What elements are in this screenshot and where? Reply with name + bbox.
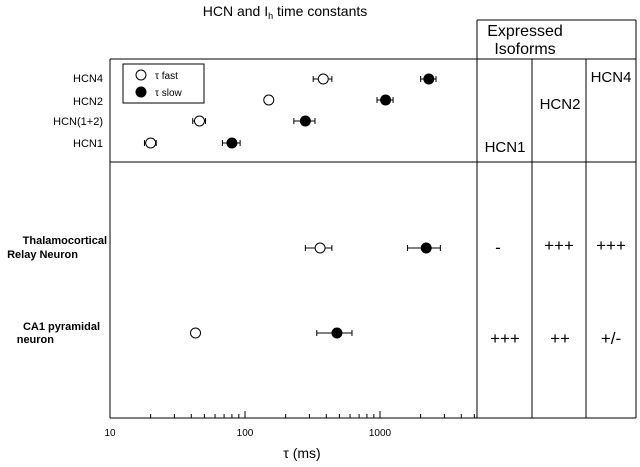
isoform-thal-hcn1: - — [495, 238, 501, 257]
isoform-col-hcn4: HCN4 — [591, 69, 632, 86]
y-label-hcn2: HCN2 — [73, 96, 103, 108]
isoform-thal-hcn4: +++ — [596, 236, 626, 255]
isoform-ca1-hcn4: +/- — [601, 329, 621, 348]
isoform-col-hcn1: HCN1 — [485, 139, 526, 156]
y-label-hcn1: HCN1 — [73, 138, 103, 150]
point-bottom-1-fast — [190, 327, 202, 339]
plot-frame — [109, 19, 637, 419]
legend: τ fast τ slow — [122, 63, 205, 104]
y-label-ca1-line2: neuron — [17, 334, 55, 346]
chart-title-rest: time constants — [273, 3, 367, 19]
legend-marker-slow — [135, 86, 147, 98]
isoform-ca1-hcn2: ++ — [550, 329, 570, 348]
data-marks — [143, 73, 441, 339]
point-top-3-slow — [226, 137, 238, 149]
y-label-thalamocortical-line1: Thalamocortical — [23, 235, 107, 247]
point-top-1-fast — [263, 94, 275, 106]
isoform-ca1-hcn1: +++ — [490, 329, 520, 348]
y-label-ca1-line1: CA1 pyramidal — [23, 321, 100, 333]
point-top-2-fast — [193, 115, 205, 127]
legend-marker-fast — [135, 69, 147, 81]
y-label-hcn4: HCN4 — [73, 73, 103, 85]
chart-title-subscript: h — [268, 11, 273, 21]
point-top-2-slow — [299, 115, 311, 127]
point-bottom-1-slow — [331, 327, 343, 339]
isoform-col-hcn2: HCN2 — [540, 96, 581, 113]
x-tick-label-1: 100 — [237, 428, 254, 439]
x-tick-label-2: 1000 — [369, 428, 392, 439]
y-label-thalamocortical-line2: Relay Neuron — [7, 249, 78, 261]
point-bottom-0-slow — [420, 242, 432, 254]
point-top-0-slow — [423, 73, 435, 85]
point-top-0-fast — [317, 73, 329, 85]
isoform-thal-hcn2: +++ — [544, 236, 574, 255]
y-label-hcn-1-2: HCN(1+2) — [53, 116, 103, 128]
isoforms-title-line1: Expressed — [487, 23, 563, 40]
legend-label-fast: τ fast — [155, 71, 178, 82]
point-top-1-slow — [380, 94, 392, 106]
x-tick-label-0: 10 — [104, 428, 116, 439]
chart-title: HCN and Ih time constants — [203, 3, 368, 21]
legend-frame — [122, 63, 205, 104]
isoforms-title-line2: Isoforms — [494, 41, 555, 58]
legend-label-slow: τ slow — [155, 88, 183, 99]
point-bottom-0-fast — [314, 242, 326, 254]
x-axis-label: τ (ms) — [283, 445, 320, 461]
x-axis-ticks: 10 100 1000 — [104, 411, 475, 439]
point-top-3-fast — [145, 137, 157, 149]
